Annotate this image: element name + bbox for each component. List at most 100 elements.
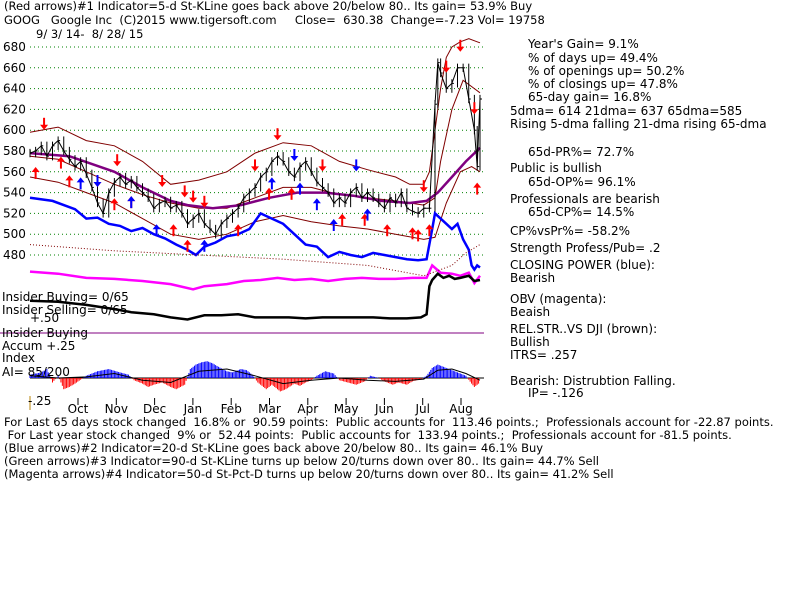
red-arrow-up	[65, 175, 74, 188]
red-arrow-up	[31, 167, 40, 179]
blue-arrow-up	[152, 224, 161, 237]
x-tick-label: Mar	[258, 402, 281, 416]
x-tick-label: Apr	[297, 402, 318, 416]
red-arrow-down	[189, 190, 198, 203]
blue-arrow-up	[329, 219, 338, 231]
red-arrow-down	[113, 154, 122, 167]
arrow-head	[312, 198, 321, 204]
red-arrow-up	[234, 224, 243, 237]
arrow-head	[265, 187, 274, 193]
red-arrow-down	[158, 175, 167, 187]
arrow-head	[152, 224, 161, 230]
stat-line: Bullish	[510, 335, 550, 349]
arrow-head	[76, 177, 85, 183]
stat-line: 65d-PR%= 72.7%	[528, 145, 634, 159]
red-arrow-up	[183, 239, 192, 252]
header-line2: GOOG Google Inc (C)2015 www.tigersoft.co…	[4, 13, 545, 27]
y-tick-label: 480	[3, 248, 26, 262]
arrow-head	[93, 182, 102, 187]
y-tick-label: 680	[3, 40, 26, 54]
arrow-head	[267, 177, 276, 183]
x-tick-label: May	[334, 402, 359, 416]
arrow-head	[425, 224, 434, 230]
rel-strength-line	[29, 272, 481, 321]
red-arrow-down	[470, 102, 479, 115]
x-tick-label: Dec	[143, 402, 166, 416]
red-arrow-up	[408, 227, 417, 240]
stat-line: Public is bullish	[510, 161, 602, 175]
stat-line: Bearish: Distrubtion Falling.	[510, 374, 676, 388]
red-arrow-down	[40, 117, 49, 130]
panel-label: Accum +.25	[2, 339, 75, 353]
arrow-head	[473, 182, 482, 188]
obv-line	[29, 263, 481, 291]
arrow-head	[234, 224, 243, 230]
red-arrow-up	[414, 229, 423, 242]
grid-lines	[30, 46, 484, 256]
panel-label: +.50	[30, 311, 59, 325]
y-tick-label: 500	[3, 227, 26, 241]
x-tick-label: Jun	[374, 402, 394, 416]
y-tick-label: 520	[3, 206, 26, 220]
arrow-head	[183, 239, 192, 245]
stat-line: 65-day gain= 16.8%	[528, 90, 651, 104]
footer-line-3: (Blue arrows)#2 Indicator=20-d St-KLine …	[4, 441, 544, 455]
arrow-head	[338, 213, 347, 219]
arrow-head	[318, 166, 327, 172]
panel-label: Insider Buying	[2, 326, 88, 340]
red-arrow-up	[110, 198, 119, 211]
stat-line: 65d-OP%= 96.1%	[528, 175, 636, 189]
arrow-head	[470, 109, 479, 115]
footer-line-4: (Green arrows)#3 Indicator=90-d St-KLine…	[4, 454, 600, 468]
y-tick-label: 560	[3, 165, 26, 179]
panel-label: Insider Buying= 0/65	[2, 290, 129, 304]
stat-line: REL.STR..VS DJI (brown):	[510, 322, 657, 336]
red-arrow-up	[473, 182, 482, 195]
red-arrow-down	[456, 39, 465, 52]
arrow-head	[65, 175, 74, 181]
red-arrow-down	[419, 180, 428, 193]
arrow-head	[290, 156, 299, 161]
ma21-line	[29, 79, 481, 209]
arrow-head	[296, 182, 304, 188]
x-tick-label: Jan	[183, 402, 203, 416]
arrow-head	[383, 224, 392, 230]
arrow-head	[31, 167, 40, 172]
x-tick-label: Oct	[68, 402, 89, 416]
blue-arrow-down	[290, 149, 299, 161]
y-tick-label: 620	[3, 102, 26, 116]
x-tick-label: Jul	[414, 402, 429, 416]
stat-line: CLOSING POWER (blue):	[510, 258, 655, 272]
red-arrow-up	[265, 187, 274, 200]
blue-arrow-up	[127, 196, 136, 209]
stat-line: % of openings up= 50.2%	[528, 64, 684, 78]
footer-line-1: For Last 65 days stock changed 16.8% or …	[4, 415, 774, 429]
stat-line: OBV (magenta):	[510, 292, 606, 306]
lower-band	[29, 166, 481, 240]
stat-line: Rising 5-dma falling 21-dma rising 65-dm…	[510, 117, 767, 131]
stats-panel: Year's Gain= 9.1%% of days up= 49.4%% of…	[510, 37, 767, 400]
blue-arrow-down	[93, 175, 102, 187]
arrow-head	[456, 46, 465, 52]
blue-arrow-down	[352, 159, 361, 172]
upper-band	[29, 38, 481, 185]
arrow-head	[414, 229, 423, 235]
stat-line: IP= -.126	[528, 386, 584, 400]
arrow-head	[56, 156, 65, 162]
x-tick-label: Feb	[221, 402, 242, 416]
red-arrow-up	[425, 224, 434, 237]
panel-label: Index	[2, 351, 35, 365]
signal-arrows	[31, 39, 482, 252]
stat-line: Strength Profess/Pub= .2	[510, 241, 660, 255]
y-tick-label: 640	[3, 82, 26, 96]
stat-line: 5dma= 614 21dma= 637 65dma=585	[510, 104, 742, 118]
arrow-head	[352, 166, 361, 172]
red-arrow-up	[56, 156, 65, 169]
blue-arrow-up	[296, 182, 304, 195]
y-tick-label: 540	[3, 186, 26, 200]
arrow-head	[180, 192, 189, 198]
blue-arrow-up	[200, 239, 209, 252]
footer-line-2: For Last year stock changed 9% or 52.44 …	[4, 428, 732, 442]
blue-arrow-up	[76, 177, 85, 190]
